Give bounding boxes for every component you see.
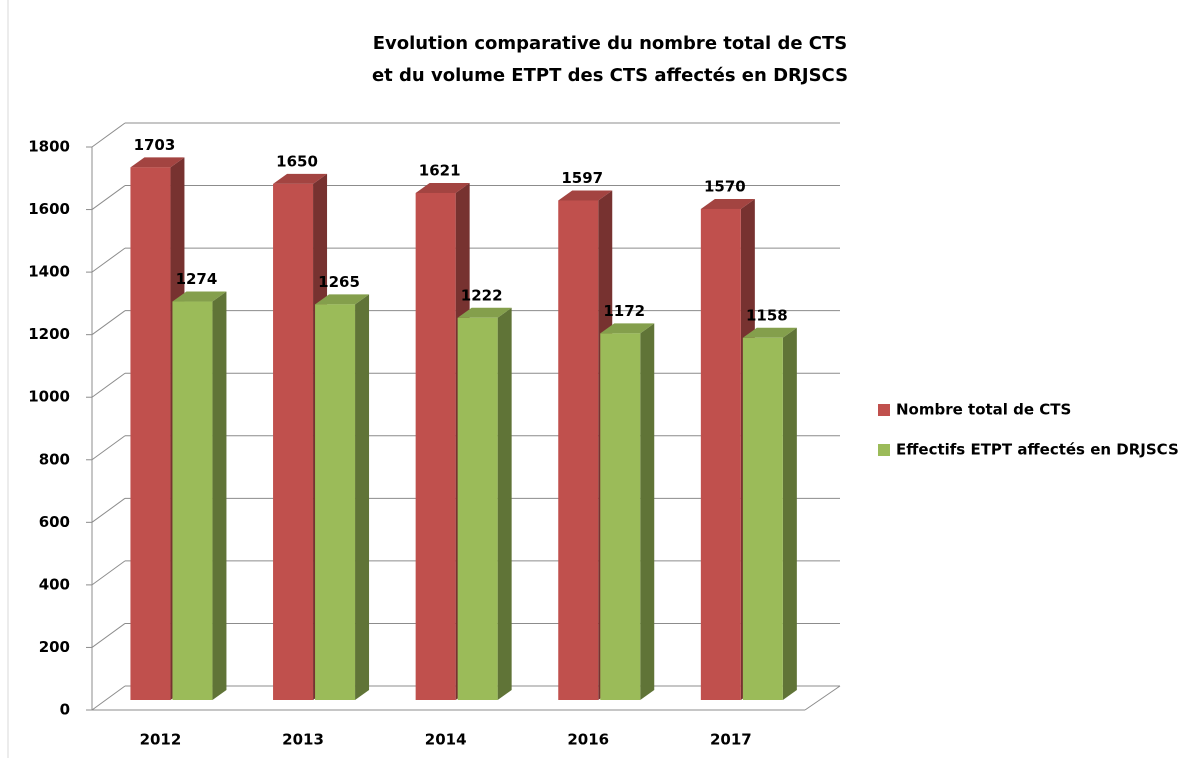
y-tick-label: 1000 [28, 388, 70, 406]
grid-line [91, 435, 126, 461]
grid-line [91, 560, 126, 586]
data-label: 1650 [276, 152, 318, 170]
data-label: 1274 [176, 270, 218, 288]
bar-side [497, 307, 512, 700]
bar [415, 192, 456, 700]
bar [315, 304, 356, 700]
grid-line [91, 185, 126, 210]
bar-top [700, 198, 755, 209]
legend-label: Effectifs ETPT affectés en DRJSCS [896, 441, 1179, 459]
chart-title: et du volume ETPT des CTS affectés en DR… [372, 65, 848, 86]
bar-top [558, 190, 613, 201]
x-tick-label: 2013 [282, 731, 324, 749]
y-tick-label: 800 [39, 450, 70, 468]
bar [700, 208, 741, 700]
axis [804, 685, 841, 711]
bar-side [640, 323, 655, 700]
y-tick-label: 1800 [28, 138, 70, 156]
data-label: 1621 [419, 161, 461, 179]
y-tick-label: 0 [60, 701, 70, 719]
data-label: 1570 [704, 177, 746, 195]
data-label: 1703 [134, 136, 176, 154]
bar-top [172, 291, 227, 302]
bar-side [782, 327, 797, 700]
data-label: 1597 [561, 169, 603, 187]
y-tick-label: 400 [39, 575, 70, 593]
chart-title: Evolution comparative du nombre total de… [373, 33, 848, 54]
grid-line [91, 497, 126, 523]
data-label: 1172 [603, 302, 645, 320]
data-label: 1158 [746, 306, 788, 324]
bar-top [600, 323, 655, 334]
x-tick-label: 2014 [425, 731, 467, 749]
bar-top [742, 327, 797, 338]
bar [457, 317, 498, 700]
bar [558, 200, 599, 700]
y-tick-label: 1200 [28, 325, 70, 343]
x-tick-label: 2012 [140, 731, 182, 749]
x-tick-label: 2017 [710, 731, 752, 749]
bar-top [457, 307, 512, 318]
bar-top [315, 294, 370, 305]
legend-label: Nombre total de CTS [896, 401, 1071, 419]
data-label: 1222 [461, 286, 503, 304]
grid-line [91, 372, 126, 398]
bar-top [273, 173, 328, 184]
bar [742, 337, 783, 700]
bar-top [130, 157, 185, 168]
y-tick-label: 200 [39, 638, 70, 656]
grid-line [91, 310, 126, 336]
x-tick-label: 2016 [567, 731, 609, 749]
bar [172, 301, 213, 700]
bar-side [212, 291, 227, 700]
bar [600, 333, 641, 700]
data-label: 1265 [318, 273, 360, 291]
grid-line [91, 247, 126, 273]
bar-side [355, 294, 370, 700]
grid-line [91, 623, 126, 648]
grid-line [91, 122, 126, 148]
legend-swatch [878, 444, 890, 456]
legend-swatch [878, 404, 890, 416]
grid-line [91, 685, 126, 711]
y-tick-label: 1600 [28, 200, 70, 218]
y-tick-label: 1400 [28, 263, 70, 281]
bar [130, 167, 171, 700]
bar [273, 183, 314, 700]
bar-top [415, 182, 470, 193]
y-tick-label: 600 [39, 513, 70, 531]
